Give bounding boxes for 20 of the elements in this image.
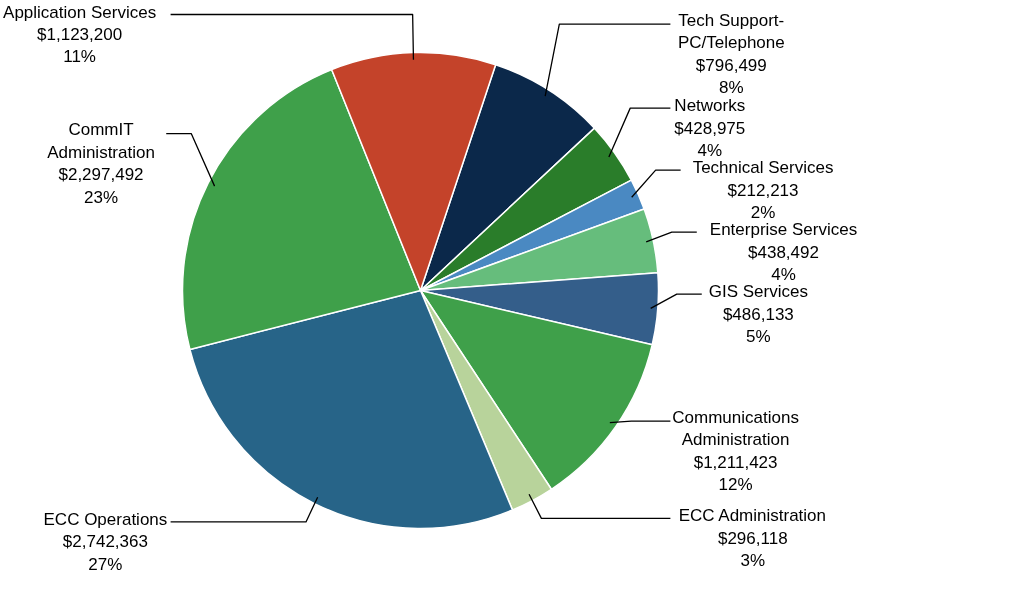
data-label: $2,742,363 27% [62,532,148,574]
data-label: $428,975 4% [674,118,746,161]
slice-label: Enterprise Services [709,220,858,240]
data-label: $1,123,200 11% [37,25,123,67]
slice-label: Networks [674,96,746,116]
slice-label: CommIT Administration [47,120,155,162]
slice-label: Tech Support- PC/Telephone [677,11,785,53]
slice-label: ECC Administration [678,506,827,526]
data-label: $296,118 3% [717,528,788,571]
slice-label: Application Services [3,2,157,22]
data-label: $212,213 2% [727,180,799,223]
data-label: $486,133 5% [722,304,794,347]
data-label: $1,211,423 12% [693,452,778,495]
slice-label: Communications Administration [672,408,799,450]
slice-label: ECC Operations [43,510,168,529]
data-label: $438,492 4% [748,242,819,285]
slice-label: GIS Services [708,282,808,302]
data-label: $2,297,492 23% [58,165,144,207]
data-label: $796,499 8% [695,55,767,98]
slice-label: Technical Services [692,158,834,178]
